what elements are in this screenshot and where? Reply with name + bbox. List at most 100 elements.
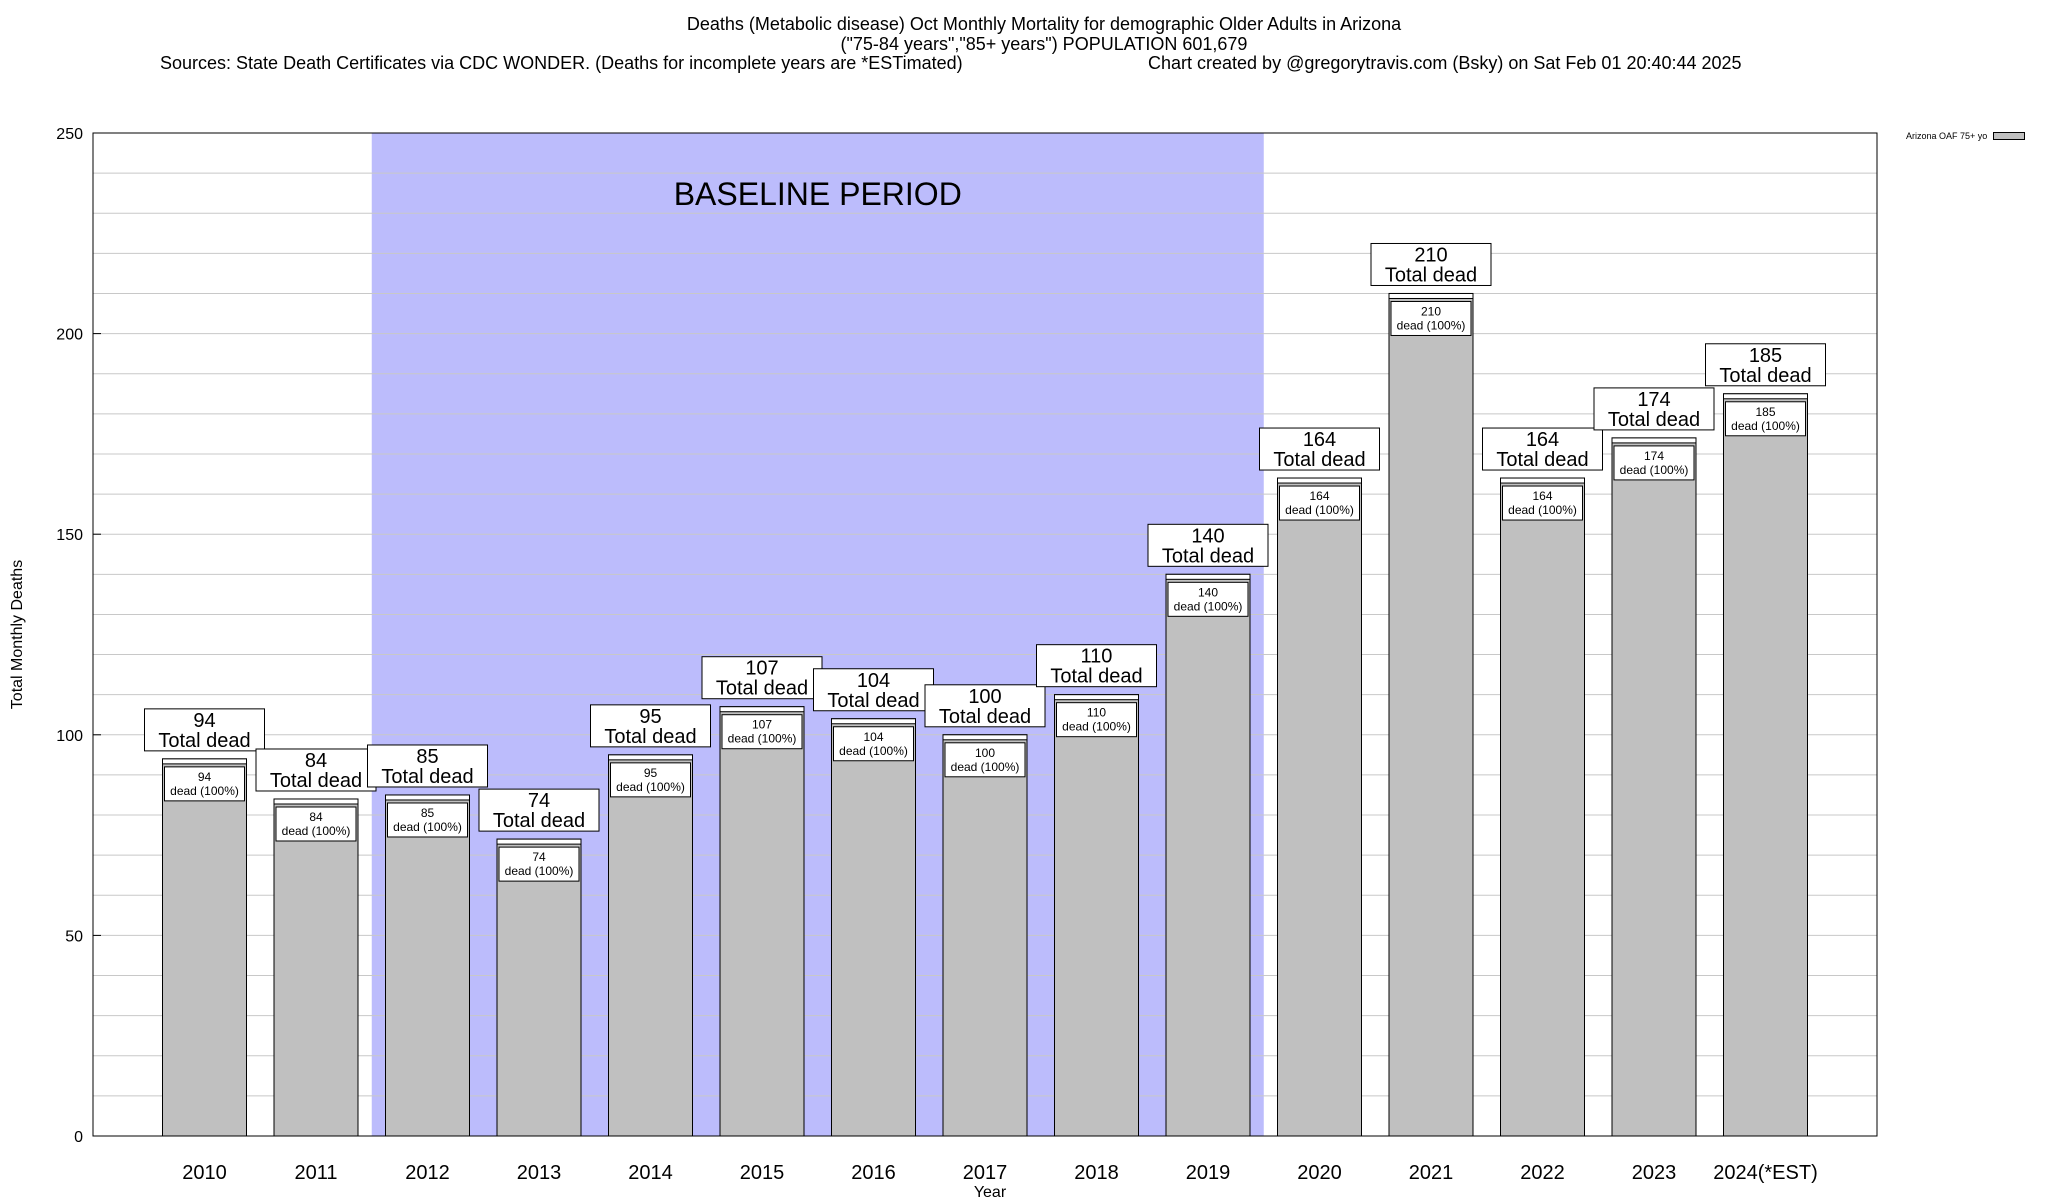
bar: [1611, 437, 1697, 1137]
top-total-label: Total dead: [604, 726, 696, 748]
top-value-label: 107: [745, 658, 778, 680]
top-label-box: [1147, 523, 1269, 567]
inner-percent-label: dead (100%): [1062, 720, 1131, 734]
x-tick-label: 2011: [294, 1162, 337, 1184]
top-total-label: Total dead: [716, 678, 808, 700]
inner-percent-label: dead (100%): [1174, 599, 1243, 613]
top-value-label: 94: [193, 710, 215, 732]
inner-label-box: [387, 802, 468, 838]
bar: [719, 706, 805, 1137]
y-tick-label: 100: [56, 728, 83, 745]
bar-cap: [385, 794, 470, 801]
inner-label-box: [275, 806, 357, 842]
bar-cap: [831, 718, 916, 725]
top-total-label: Total dead: [827, 690, 919, 712]
inner-label-box: [498, 846, 580, 882]
top-value-label: 85: [416, 746, 438, 768]
inner-value-label: 140: [1198, 585, 1218, 599]
x-tick-label: 2017: [963, 1162, 1008, 1184]
bar-cap: [1500, 477, 1585, 484]
x-tick-label: 2015: [740, 1162, 785, 1184]
top-value-label: 100: [968, 686, 1001, 708]
inner-value-label: 100: [975, 746, 995, 760]
inner-percent-label: dead (100%): [728, 732, 797, 746]
x-tick-label: 2023: [1632, 1162, 1677, 1184]
top-total-label: Total dead: [381, 766, 473, 788]
top-value-label: 174: [1637, 389, 1670, 411]
top-value-label: 185: [1749, 345, 1782, 367]
inner-value-label: 104: [863, 730, 883, 744]
top-value-label: 84: [305, 750, 327, 772]
inner-value-label: 210: [1421, 304, 1441, 318]
chart-subtitle: ("75-84 years","85+ years") POPULATION 6…: [840, 34, 1248, 54]
chart-credit: Chart created by @gregorytravis.com (Bsk…: [1148, 53, 1742, 73]
bar: [1500, 477, 1585, 1137]
bar-cap: [1165, 573, 1251, 580]
y-tick-label: 0: [74, 1129, 83, 1146]
top-label-box: [1705, 343, 1826, 387]
bar-cap: [719, 706, 805, 713]
top-value-label: 74: [528, 790, 550, 812]
bar-cap: [1054, 694, 1139, 701]
top-label-box: [1259, 427, 1380, 471]
inner-percent-label: dead (100%): [1731, 419, 1800, 433]
bar-cap: [1277, 477, 1362, 484]
inner-value-label: 84: [309, 810, 323, 824]
top-total-label: Total dead: [493, 810, 585, 832]
legend: Arizona OAF 75+ yo: [1906, 131, 2026, 141]
bar-cap: [496, 838, 582, 845]
x-axis-label: Year: [974, 1184, 1007, 1200]
inner-value-label: 185: [1755, 405, 1775, 419]
x-tick-label: 2012: [405, 1162, 450, 1184]
top-total-label: Total dead: [270, 770, 362, 792]
inner-percent-label: dead (100%): [505, 864, 574, 878]
inner-value-label: 174: [1644, 449, 1664, 463]
x-tick-label: 2019: [1186, 1162, 1231, 1184]
inner-label-box: [1502, 485, 1583, 521]
plot-border: [92, 132, 1878, 1137]
bar: [1723, 393, 1808, 1137]
x-tick-label: 2016: [851, 1162, 896, 1184]
x-tick-label: 2018: [1074, 1162, 1119, 1184]
x-tick-label: 2014: [628, 1162, 673, 1184]
baseline-label: BASELINE PERIOD: [674, 176, 962, 212]
bar: [831, 718, 916, 1137]
top-label-box: [1370, 242, 1492, 286]
inner-label-box: [944, 742, 1026, 778]
top-total-label: Total dead: [1050, 666, 1142, 688]
inner-label-box: [1613, 445, 1695, 481]
legend-swatch: [1993, 132, 2026, 140]
top-label-box: [255, 748, 377, 792]
y-tick-label: 250: [56, 126, 83, 143]
inner-value-label: 94: [198, 770, 212, 784]
y-tick-label: 150: [56, 527, 83, 544]
inner-percent-label: dead (100%): [839, 744, 908, 758]
x-tick-label: 2013: [517, 1162, 562, 1184]
legend-label: Arizona OAF 75+ yo: [1906, 131, 1988, 141]
top-value-label: 140: [1191, 525, 1224, 547]
top-total-label: Total dead: [1608, 409, 1700, 431]
bar-cap: [608, 754, 693, 761]
x-tick-label: 2010: [182, 1162, 227, 1184]
top-value-label: 110: [1081, 646, 1113, 668]
bar: [1165, 573, 1251, 1137]
chart-source: Sources: State Death Certificates via CD…: [160, 53, 963, 73]
top-label-box: [1482, 427, 1603, 471]
bar-cap: [1388, 292, 1474, 299]
inner-value-label: 85: [421, 806, 435, 820]
x-tick-label: 2021: [1409, 1162, 1454, 1184]
bar-cap: [942, 734, 1028, 741]
bar: [608, 754, 693, 1137]
top-label-box: [813, 668, 934, 712]
bar: [1054, 694, 1139, 1137]
bar: [942, 734, 1028, 1137]
inner-percent-label: dead (100%): [1397, 318, 1466, 332]
inner-value-label: 164: [1532, 489, 1552, 503]
inner-label-box: [164, 766, 245, 802]
top-total-label: Total dead: [1273, 449, 1365, 471]
bar: [1277, 477, 1362, 1137]
inner-percent-label: dead (100%): [393, 820, 462, 834]
top-total-label: Total dead: [1496, 449, 1588, 471]
top-total-label: Total dead: [1385, 264, 1477, 286]
